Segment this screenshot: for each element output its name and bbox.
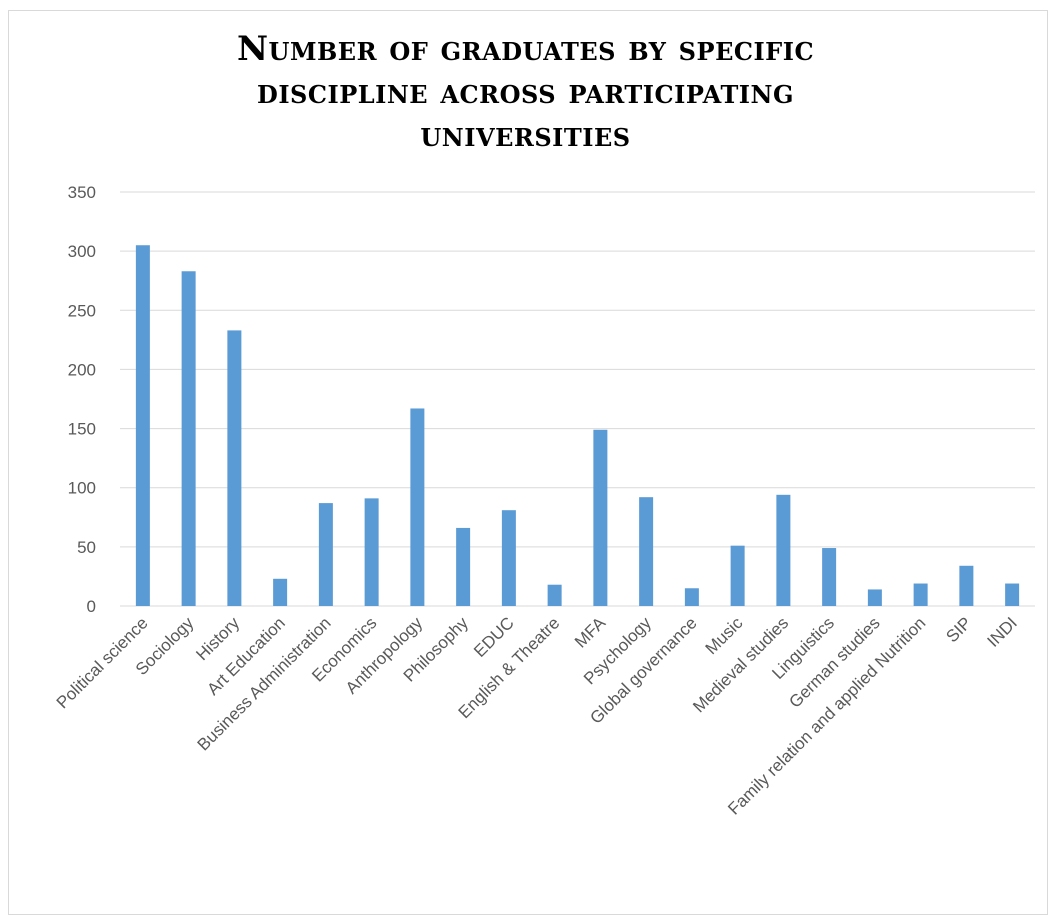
y-tick-label: 300 <box>68 242 96 261</box>
bar <box>227 330 242 606</box>
bar <box>730 545 745 606</box>
chart-frame <box>8 10 1048 915</box>
bar <box>501 510 516 606</box>
bar <box>959 565 974 606</box>
bar <box>913 583 928 606</box>
bar <box>318 503 333 606</box>
bar <box>364 498 379 606</box>
chart-title-line-1: Number of graduates by specific <box>236 29 815 69</box>
chart-title-line-3: universities <box>420 115 631 155</box>
chart-title: Number of graduates by specific discipli… <box>0 28 1051 157</box>
y-tick-label: 50 <box>77 538 96 557</box>
y-tick-label: 100 <box>68 479 96 498</box>
x-category-label: SIP <box>942 613 975 646</box>
bar <box>684 588 699 606</box>
bar <box>135 245 150 606</box>
bar <box>181 271 196 606</box>
bar <box>410 408 425 606</box>
bar <box>1005 583 1020 606</box>
bar <box>273 578 288 606</box>
y-tick-label: 350 <box>68 183 96 202</box>
bar <box>776 494 791 606</box>
y-tick-label: 250 <box>68 301 96 320</box>
bar <box>456 527 471 606</box>
y-tick-label: 200 <box>68 360 96 379</box>
x-category-label: INDI <box>983 613 1020 650</box>
bar <box>867 589 882 606</box>
bar <box>822 548 837 606</box>
x-category-label: MFA <box>571 613 610 652</box>
bar <box>593 429 608 606</box>
y-tick-label: 150 <box>68 420 96 439</box>
y-tick-label: 0 <box>87 597 96 616</box>
bar <box>547 584 562 606</box>
chart-title-line-2: discipline across participating <box>257 72 794 112</box>
bar <box>639 497 654 606</box>
